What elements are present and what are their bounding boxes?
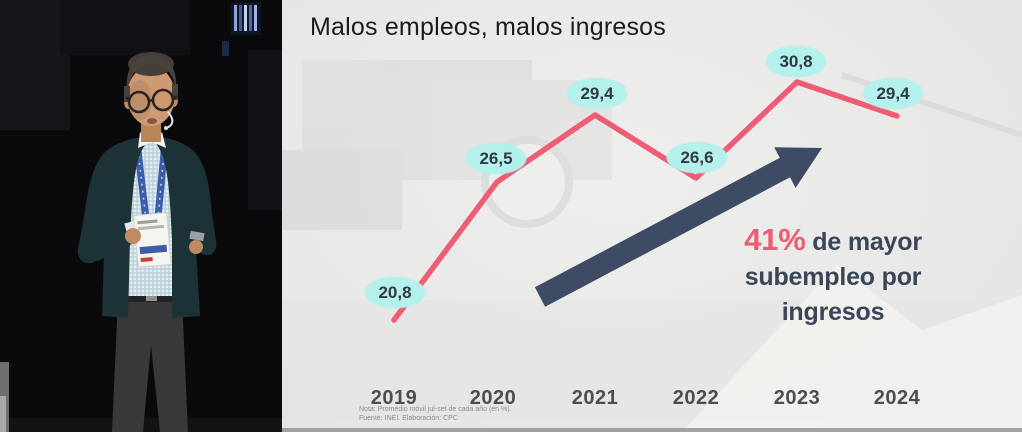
background-tent-shape — [682, 265, 1022, 432]
data-bubble-2021: 29,4 — [567, 78, 627, 109]
line-chart — [391, 79, 900, 323]
x-axis-label-2020: 2020 — [469, 387, 517, 409]
speaker-figure — [77, 52, 217, 432]
trend-line — [391, 79, 900, 323]
trend-arrow — [534, 147, 822, 307]
footnote: Nota: Promedio móvil jul-set de cada año… — [359, 406, 659, 423]
slide-title: Malos empleos, malos ingresos — [310, 13, 666, 41]
stage-monitor — [222, 2, 261, 56]
conference-badge — [133, 212, 172, 268]
x-axis-label-2019: 2019 — [370, 387, 418, 409]
headset-mic-icon — [164, 111, 174, 130]
footnote-note: Nota: Promedio móvil jul-set de cada año… — [359, 406, 512, 413]
annotation-line2: subempleo por — [744, 263, 922, 291]
x-axis-label-2024: 2024 — [873, 387, 921, 409]
annotation-highlight: 41% — [744, 222, 806, 257]
slide-panel: Malos empleos, malos ingresos 20,8 26,5 … — [282, 0, 1022, 432]
x-axis-label-2022: 2022 — [672, 387, 720, 409]
x-axis-label-2023: 2023 — [773, 387, 821, 409]
annotation-callout: 41% de mayor subempleo por ingresos — [702, 222, 964, 330]
data-bubble-2024: 29,4 — [863, 78, 923, 109]
hair — [124, 52, 178, 102]
data-bubble-2022: 26,6 — [667, 142, 727, 173]
footnote-source: Fuente: INEI. Elaboración: CPC — [359, 414, 458, 422]
glasses — [125, 88, 178, 114]
speaker-illustration — [0, 0, 282, 432]
annotation-line1: de mayor — [805, 228, 922, 256]
x-axis-label-2021: 2021 — [571, 387, 619, 409]
blazer — [77, 136, 217, 318]
annotation-line3: ingresos — [781, 298, 885, 326]
stage-photo — [0, 0, 282, 432]
data-bubble-2023: 30,8 — [766, 46, 826, 77]
data-bubble-2019: 20,8 — [365, 277, 425, 308]
data-bubble-2020: 26,5 — [466, 143, 526, 174]
